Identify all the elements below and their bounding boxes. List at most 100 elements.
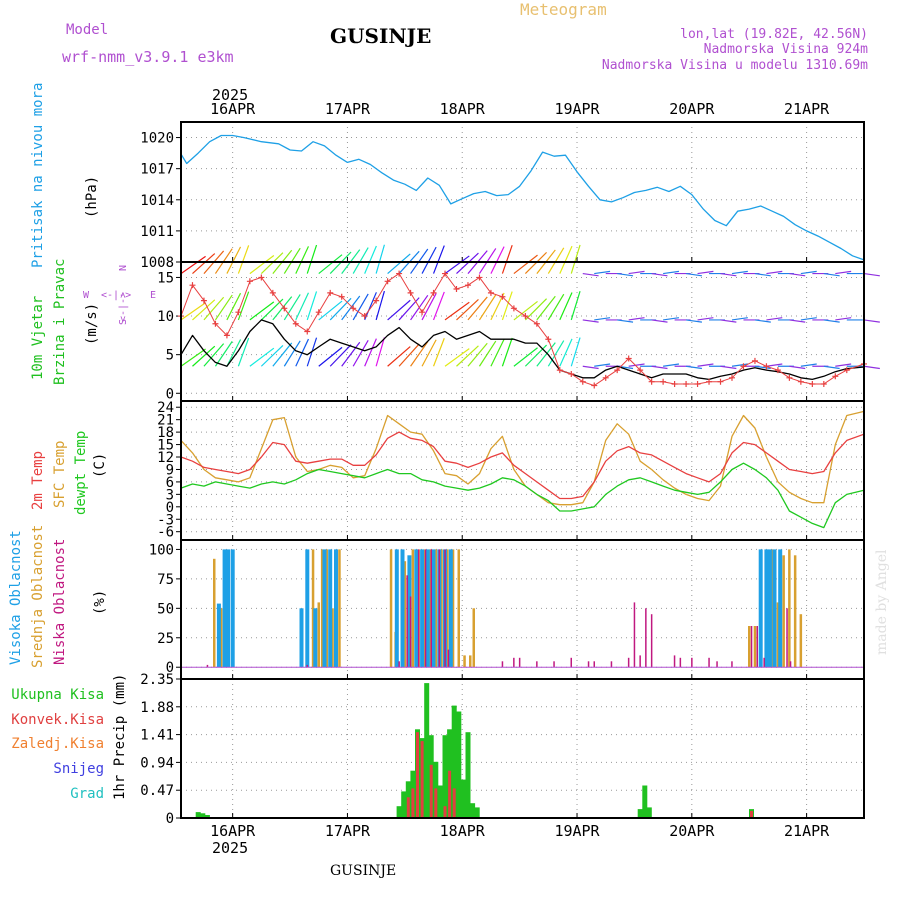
bottom-date-label: 18APR [440, 822, 486, 840]
cloud-high-bar [414, 549, 419, 668]
wind-direction-arrow [387, 299, 411, 321]
bottom-date-label: 16APR [210, 822, 256, 840]
wind-tick-label: 0 [166, 386, 174, 402]
temp-title-3: dewpt Temp [73, 431, 89, 515]
precip-conv-bar [750, 810, 753, 818]
wind-gust-marker [660, 378, 667, 385]
bottom-date-axis: 16APR 17APR 18APR 19APR 20APR 21APR [210, 822, 830, 840]
wind-direction-arrow [295, 246, 310, 274]
cloud-mid-bar [317, 602, 320, 668]
wind-gust-marker [820, 381, 827, 388]
cloud-low-bar [639, 655, 641, 668]
wind-gust-marker [419, 309, 426, 316]
precip-total-bar [637, 809, 643, 818]
pressure-unit: (hPa) [84, 176, 100, 218]
cloud-high-bar [328, 549, 333, 668]
wind-direction-arrow [823, 272, 840, 277]
wind-gust-marker [453, 286, 460, 293]
precip-tick-label: 1.41 [140, 728, 174, 744]
precip-panel: 0 0.47 0.94 1.41 1.88 2.35 [140, 672, 865, 827]
wind-direction-arrow [582, 319, 599, 323]
top-date-label: 20APR [669, 100, 715, 118]
cloud-low-bar [438, 549, 440, 668]
wind-direction-arrow [192, 345, 216, 367]
cloud-low-bar [553, 661, 555, 668]
wind-gust-marker [189, 282, 196, 289]
wind-direction-arrow [306, 244, 318, 274]
cloud-high-bar [448, 549, 453, 668]
temp-unit: (C) [92, 453, 108, 478]
wind-direction-arrow [800, 317, 817, 321]
temp-tick-label: 12 [157, 450, 174, 466]
wind-direction-arrow [720, 272, 737, 277]
cloud-mid-bar [776, 602, 780, 668]
wind-direction-arrow [766, 270, 783, 275]
cloud-low-bar [306, 664, 308, 668]
wind-gust-marker [258, 274, 265, 281]
wind-gust-marker [338, 293, 345, 300]
wind-direction-arrow [306, 291, 318, 321]
footer-title: GUSINJE [330, 863, 396, 879]
precip-legend-frz: Zaledj.Kisa [11, 736, 104, 752]
wind-direction-arrow [663, 270, 680, 275]
wind-direction-arrow [582, 272, 599, 277]
precip-total-bar [200, 813, 206, 818]
wind-gust-marker [694, 381, 701, 388]
wind-direction-arrow [375, 290, 385, 321]
watermark: made by Angel [874, 549, 890, 655]
wind-direction-arrow [559, 245, 573, 274]
compass-west: W [83, 290, 90, 301]
precip-total-bar [204, 815, 210, 818]
cloud-mid-bar [311, 549, 315, 668]
wind-gust-marker [430, 289, 437, 296]
wind-gust-marker [223, 332, 230, 339]
cloud-low-bar [650, 614, 653, 668]
wind-direction-arrow [432, 291, 445, 321]
temp-tick-label: -3 [157, 512, 174, 528]
wind-gust-marker [350, 305, 357, 312]
pressure-tick-label: 1020 [140, 131, 174, 147]
wind-direction-arrow [398, 343, 420, 367]
bottom-date-label: 21APR [784, 822, 830, 840]
wind-direction-arrow [478, 340, 497, 367]
wind-speed-line [180, 319, 865, 381]
temp-tick-label: 15 [157, 438, 174, 454]
wind-direction-arrow [501, 337, 513, 367]
wind-direction-arrow [628, 270, 645, 275]
precip-conv-bar [448, 770, 452, 818]
cloud-mid-bar [213, 558, 216, 668]
model-elevation-text: Nadmorska Visina u modelu 1310.69m [602, 58, 868, 73]
elevation-text: Nadmorska Visina 924m [704, 42, 869, 57]
wind-direction-arrow [651, 319, 668, 323]
compass-east: E [150, 290, 156, 301]
wind-gust-marker [706, 378, 713, 385]
wind-direction-arrow [214, 294, 233, 321]
cloud-high-bar [222, 549, 227, 668]
cloud-high-bar [216, 603, 221, 668]
wind-gust-marker [533, 320, 540, 327]
wind-direction-arrow [260, 298, 284, 321]
wind-direction-arrow [329, 344, 352, 367]
wind-direction-arrow [594, 317, 611, 321]
cloud-low-bar [406, 575, 408, 668]
wind-direction-arrow [559, 292, 573, 321]
temp-tick-label: -6 [157, 525, 174, 541]
wind-gust-marker [522, 313, 529, 320]
precip-total-bar [396, 806, 402, 818]
wind-direction-arrow [226, 246, 242, 274]
wind-gust-marker [407, 289, 414, 296]
precip-legend-graupel: Grad [70, 786, 104, 802]
wind-direction-arrow [754, 272, 771, 277]
wind-direction-arrow [501, 291, 513, 321]
wind-gust-marker [602, 374, 609, 381]
wind-direction-arrow [375, 244, 385, 274]
cloud-mid-bar [788, 549, 791, 668]
wind-direction-arrow [800, 270, 817, 275]
coords-text: lon,lat (19.82E, 42.56N) [680, 27, 868, 42]
cloud-mid-bar [428, 549, 432, 668]
location-title: GUSINJE [330, 24, 431, 48]
wind-direction-arrow [663, 317, 680, 321]
cloud-low-bar [610, 661, 613, 668]
cloud-mid-bar [472, 608, 475, 668]
precip-total-bar [424, 683, 430, 818]
